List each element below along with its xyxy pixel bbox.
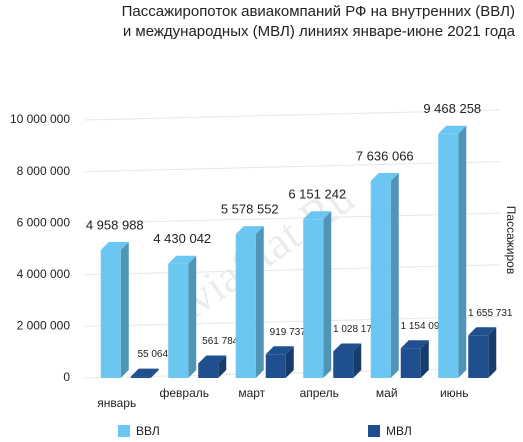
bar-top <box>168 255 197 264</box>
bar-top <box>333 343 362 352</box>
bar-top <box>400 340 429 349</box>
grid-line <box>84 264 501 276</box>
bar-top <box>198 355 227 364</box>
bar <box>100 250 121 378</box>
grid-line <box>84 315 501 327</box>
x-tick-label: январь <box>97 396 136 410</box>
value-label: 55 064 <box>137 349 168 360</box>
value-label: 7 636 066 <box>356 148 414 163</box>
bar-top <box>265 346 294 355</box>
grid-line <box>84 212 501 224</box>
value-label: 1 655 731 <box>468 308 513 319</box>
bar-side <box>255 226 264 378</box>
grid-line <box>84 367 501 379</box>
y-tick-label: 6 000 000 <box>17 215 71 229</box>
value-label: 6 151 242 <box>288 187 346 202</box>
bar <box>303 219 324 378</box>
legend-swatch <box>368 425 380 437</box>
bar <box>400 348 421 378</box>
legend-swatch <box>118 425 130 437</box>
bar <box>265 354 286 378</box>
y-tick-label: 2 000 000 <box>17 319 71 333</box>
bar-top <box>468 327 497 336</box>
bar-side <box>488 327 497 378</box>
bar <box>438 133 459 378</box>
legend-label: МВЛ <box>386 424 412 438</box>
y-tick-label: 10 000 000 <box>10 112 70 126</box>
value-label: 1 154 095 <box>401 321 446 332</box>
value-label: 4 430 042 <box>153 231 211 246</box>
value-label: 9 468 258 <box>423 101 481 116</box>
bar <box>198 363 219 378</box>
x-tick-label: март <box>238 386 265 400</box>
y-tick-label: 0 <box>63 370 70 384</box>
bar-side <box>150 368 159 378</box>
y-tick-label: 8 000 000 <box>17 164 71 178</box>
bar-top <box>370 172 399 181</box>
bar-side <box>218 355 227 378</box>
bar <box>468 335 489 378</box>
bar-side <box>188 255 197 378</box>
bar-top <box>130 368 159 377</box>
bar-side <box>420 340 429 378</box>
bar-top <box>100 242 129 251</box>
y-axis-label: Пассажиров <box>504 206 518 274</box>
bar-side <box>353 343 362 378</box>
value-label: 4 958 988 <box>86 217 144 232</box>
bar-top <box>438 125 467 134</box>
x-tick-label: июнь <box>440 386 469 400</box>
chart-title: Пассажиропоток авиакомпаний РФ на внутре… <box>122 3 515 20</box>
y-tick-label: 4 000 000 <box>17 267 71 281</box>
x-tick-label: февраль <box>159 386 209 400</box>
bar <box>130 376 151 378</box>
bar-side <box>390 172 399 378</box>
legend-label: ВВЛ <box>136 424 160 438</box>
x-tick-label: май <box>376 386 398 400</box>
bar-side <box>458 125 467 378</box>
value-label: 1 028 172 <box>333 324 378 335</box>
value-label: 919 737 <box>270 327 307 338</box>
chart-title: и международных (МВЛ) линиях январе-июне… <box>123 23 516 40</box>
value-label: 5 578 552 <box>221 202 279 217</box>
value-label: 561 784 <box>202 336 239 347</box>
bar <box>168 263 189 378</box>
bar <box>235 234 256 378</box>
x-tick-label: апрель <box>300 386 339 400</box>
bar <box>370 180 391 378</box>
grid-line <box>84 161 501 173</box>
bar <box>333 351 354 378</box>
bar-side <box>120 242 129 378</box>
bar-side <box>323 211 332 378</box>
bar-top <box>303 211 332 220</box>
bar-side <box>285 346 294 378</box>
bar-top <box>235 226 264 235</box>
grid-line <box>84 109 501 121</box>
